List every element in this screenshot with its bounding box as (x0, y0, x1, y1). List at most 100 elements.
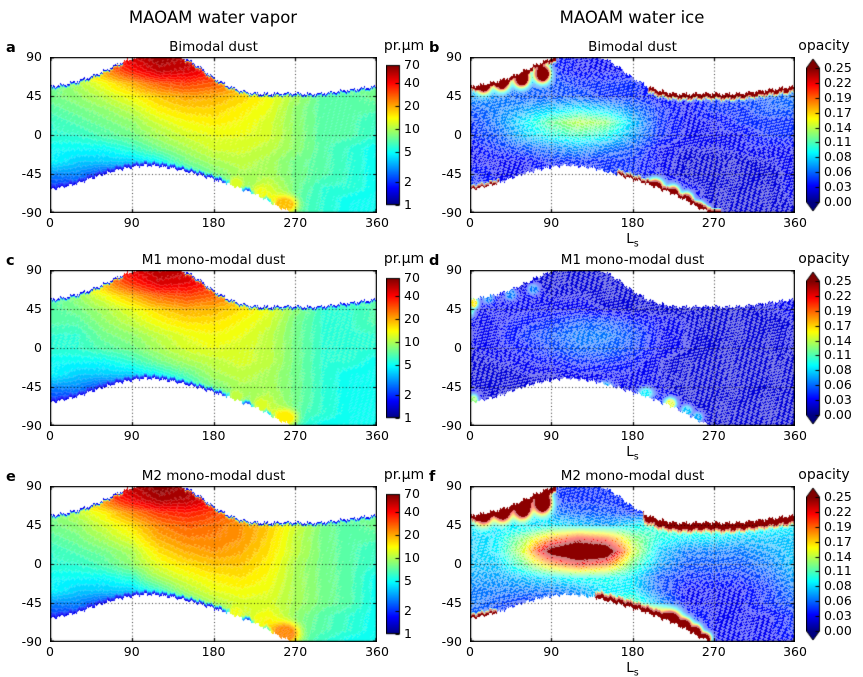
x-tick-label: 90 (123, 215, 140, 230)
x-tick-label: 360 (783, 428, 807, 443)
panel-letter-f: f (429, 469, 436, 485)
colorbar-tick-label: 0.19 (824, 302, 852, 318)
colorbar-tick-labels: 0.25 0.22 0.19 0.17 0.14 0.11 0.08 0.06 0.03 0.00 (824, 57, 863, 213)
panel-title: M1 mono-modal dust (560, 252, 705, 268)
y-tick-label: -45 (21, 166, 42, 181)
colorbar-canvas (806, 57, 821, 213)
y-tick-label: -45 (21, 595, 42, 610)
y-tick-label: -45 (441, 595, 462, 610)
y-tick-label: 0 (454, 340, 462, 355)
y-tick-label: 45 (446, 88, 462, 103)
y-tick-label: -90 (441, 205, 462, 220)
y-tick-label: -90 (441, 418, 462, 433)
x-tick-label: 270 (701, 215, 726, 230)
x-tick-label: 180 (201, 215, 226, 230)
x-tick-label: 90 (123, 644, 140, 659)
x-axis-label: Ls (626, 444, 639, 463)
colorbar-label: opacity (798, 467, 850, 483)
x-tick-label: 180 (620, 215, 645, 230)
colorbar-tick-label: 0.00 (824, 623, 852, 638)
colorbar-tick-label: 20 (404, 311, 420, 327)
contour-plot-canvas (470, 57, 795, 213)
colorbar-tick-labels: 70 40 20 10 5 2 1 (404, 270, 444, 426)
y-tick-label: 90 (446, 478, 462, 493)
colorbar-tick-labels: 0.25 0.22 0.19 0.17 0.14 0.11 0.08 0.06 0.03 0.00 (824, 270, 863, 426)
colorbar-tick-label: 1 (404, 626, 412, 641)
y-tick-label: 45 (26, 301, 42, 316)
colorbar-tick-label: 0.06 (824, 377, 852, 393)
contour-plot-canvas (470, 270, 795, 426)
y-tick-label: 90 (446, 262, 462, 277)
y-tick-label: 90 (26, 262, 42, 277)
colorbar-tick-label: 0.19 (824, 518, 852, 534)
x-tick-label: 180 (620, 644, 645, 659)
y-tick-label: -90 (21, 634, 42, 649)
colorbar-tick-label: 10 (404, 550, 420, 566)
colorbar-label: pr.µm (383, 467, 425, 483)
colorbar-tick-label: 0.00 (824, 194, 852, 209)
x-tick-label: 0 (46, 215, 54, 230)
panel-letter-e: e (6, 469, 16, 485)
x-tick-label: 180 (201, 644, 226, 659)
y-tick-label: 0 (34, 127, 42, 142)
colorbar-vapor: pr.µm 70 40 20 10 5 2 1 (384, 38, 446, 213)
colorbar-tick-label: 2 (404, 387, 412, 403)
colorbar-tick-label: 0.22 (824, 287, 852, 303)
colorbar-tick-label: 1 (404, 197, 412, 212)
y-tick-label: -90 (21, 418, 42, 433)
y-tick-label: -45 (441, 379, 462, 394)
colorbar-label: pr.µm (383, 38, 425, 54)
colorbar-tick-label: 0.11 (824, 563, 852, 579)
colorbar-tick-labels: 70 40 20 10 5 2 1 (404, 57, 444, 213)
colorbar-tick-label: 0.11 (824, 347, 852, 363)
contour-plot-canvas (50, 486, 377, 642)
column-title-water-ice: MAOAM water ice (559, 8, 705, 27)
x-tick-label: 0 (466, 644, 474, 659)
colorbar-tick-label: 20 (404, 98, 420, 114)
x-tick-label: 270 (283, 428, 308, 443)
colorbar-tick-label: 0.25 (824, 273, 852, 288)
x-tick-label: 0 (466, 215, 474, 230)
colorbar-tick-label: 0.08 (824, 578, 852, 594)
colorbar-tick-label: 0.08 (824, 149, 852, 165)
x-axis-tick-labels: 0 90 180 270 360 (466, 213, 807, 230)
x-axis-label: Ls (626, 660, 639, 677)
colorbar-tick-label: 0.06 (824, 593, 852, 609)
y-axis-tick-labels: 90 45 0 -45 -90 (8, 49, 46, 220)
colorbar-tick-label: 0.22 (824, 503, 852, 519)
y-tick-label: -90 (21, 205, 42, 220)
y-axis-tick-labels: 90 45 0 -45 -90 (428, 262, 466, 433)
y-tick-label: -45 (21, 379, 42, 394)
x-tick-label: 360 (365, 428, 389, 443)
x-axis-tick-labels: 0 90 180 270 360 (46, 642, 389, 659)
panel-title: M1 mono-modal dust (141, 252, 286, 268)
colorbar-tick-label: 0.03 (824, 608, 852, 624)
contour-plot-canvas (470, 486, 795, 642)
y-tick-label: -90 (441, 634, 462, 649)
colorbar-tick-label: 70 (404, 57, 420, 72)
x-tick-label: 360 (365, 644, 389, 659)
colorbar-tick-label: 20 (404, 527, 420, 543)
y-tick-label: 90 (446, 49, 462, 64)
contour-plot-canvas (50, 57, 377, 213)
panel-letter-d: d (429, 253, 440, 269)
colorbar-tick-label: 0.00 (824, 407, 852, 422)
y-tick-label: 0 (34, 340, 42, 355)
y-tick-label: 90 (26, 49, 42, 64)
colorbar-label: pr.µm (383, 251, 425, 267)
x-tick-label: 90 (543, 215, 560, 230)
x-tick-label: 0 (46, 644, 54, 659)
colorbar-tick-label: 0.03 (824, 392, 852, 408)
colorbar-tick-label: 5 (404, 356, 412, 372)
colorbar-tick-labels: 0.25 0.22 0.19 0.17 0.14 0.11 0.08 0.06 0.03 0.00 (824, 486, 863, 642)
x-axis-tick-labels: 0 90 180 270 360 (466, 642, 807, 659)
colorbar-tick-label: 0.17 (824, 104, 852, 120)
y-tick-label: 0 (454, 127, 462, 142)
y-tick-label: 0 (454, 556, 462, 571)
colorbar-tick-label: 0.08 (824, 362, 852, 378)
x-tick-label: 270 (283, 644, 308, 659)
colorbar-tick-label: 0.25 (824, 60, 852, 75)
colorbar-tick-label: 2 (404, 174, 412, 190)
colorbar-ice: opacity 0.25 0.22 0.19 0.17 0.14 0.11 0.08 0.06… (798, 467, 863, 642)
x-tick-label: 360 (365, 215, 389, 230)
